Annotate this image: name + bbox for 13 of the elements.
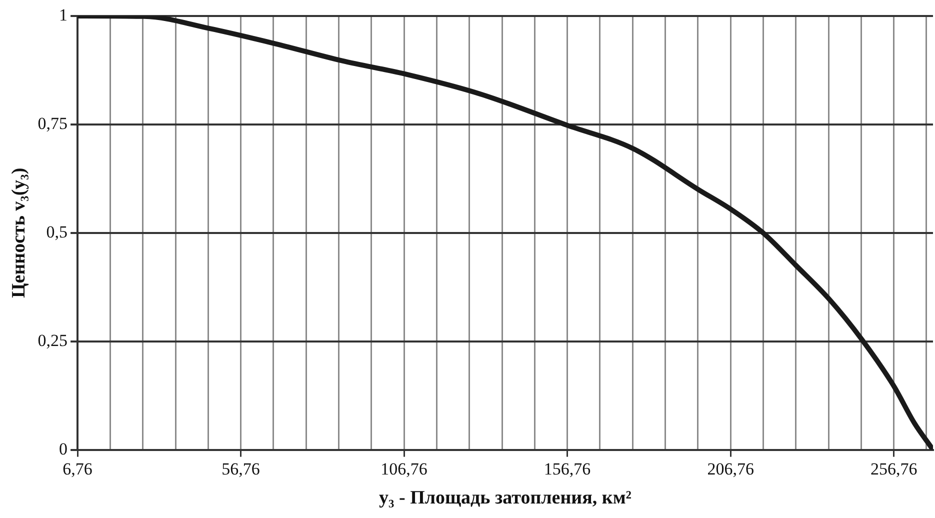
x-tick-label: 56,76	[222, 459, 260, 478]
x-tick-label: 156,76	[544, 459, 591, 478]
x-axis-title: y₃ - Площадь затопления, км²	[379, 488, 632, 509]
y-tick-label: 0	[59, 439, 68, 458]
y-tick-label: 0,75	[38, 114, 68, 133]
x-tick-label: 256,76	[870, 459, 918, 478]
x-tick-label: 106,76	[380, 459, 428, 478]
x-tick-label: 206,76	[707, 459, 754, 478]
y-tick-label: 1	[59, 5, 68, 24]
y-axis-title: Ценность v₃(y₃)	[8, 168, 30, 298]
y-tick-label: 0,5	[46, 222, 68, 242]
y-tick-label: 0,25	[38, 330, 68, 350]
x-tick-label: 6,76	[62, 459, 92, 478]
